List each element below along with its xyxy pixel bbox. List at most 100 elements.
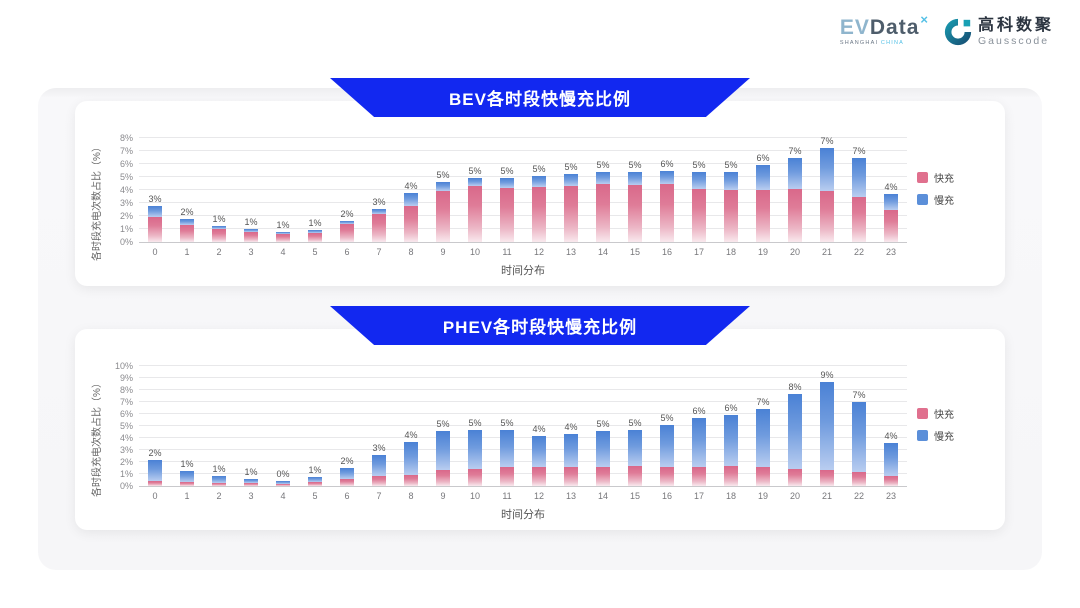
- y-tick-label: 2%: [119, 211, 133, 221]
- fast-charge-segment: [372, 476, 386, 486]
- bar-column: 4%: [555, 367, 587, 486]
- stacked-bar: [756, 408, 770, 486]
- x-axis-ticks: 0 1 2 3 4 5 6 7 8 9 10 11 12 13 14 15 16 17 18 19 20 21 22 23: [139, 491, 907, 501]
- bar-column: 3%: [139, 139, 171, 242]
- bar-value-label: 8%: [788, 381, 802, 392]
- fast-charge-segment: [596, 184, 610, 242]
- bar-column: 5%: [651, 367, 683, 486]
- bar-column: 5%: [523, 139, 555, 242]
- legend-item-slow-charge: 慢充: [917, 428, 989, 443]
- bar-value-label: 5%: [596, 160, 610, 171]
- fast-charge-segment: [212, 482, 226, 486]
- bar-value-label: 5%: [436, 170, 450, 181]
- fast-charge-segment: [340, 223, 354, 242]
- bar-value-label: 5%: [468, 417, 482, 428]
- gausscode-en: Gausscode: [977, 34, 1050, 47]
- bar-value-label: 5%: [532, 163, 546, 174]
- x-tick-label: 18: [725, 247, 736, 257]
- bar-value-label: 1%: [244, 216, 258, 227]
- plot-area: 3% 2% 1% 1% 1% 1% 2% 3% 4% 5% 5% 5% 5% 5% 5% 5% 6% 5% 5% 6%…: [120, 133, 907, 247]
- bar-column: 2%: [331, 367, 363, 486]
- gridline: [139, 449, 907, 450]
- x-tick-label: 5: [312, 247, 318, 257]
- y-tick-label: 6%: [119, 409, 133, 419]
- stacked-bar: [532, 435, 546, 486]
- stacked-bar: [372, 208, 386, 242]
- fast-charge-segment: [180, 482, 194, 486]
- gridline: [139, 401, 907, 402]
- fast-charge-segment: [820, 469, 834, 486]
- fast-charge-segment: [308, 482, 322, 486]
- stacked-bar: [500, 429, 514, 486]
- fast-charge-segment: [244, 483, 258, 486]
- bar-column: 1%: [299, 139, 331, 242]
- fast-charge-segment: [756, 467, 770, 486]
- stacked-bar: [564, 434, 578, 486]
- x-tick-label: 14: [597, 247, 608, 257]
- bar-value-label: 5%: [628, 418, 642, 429]
- slow-charge-segment: [500, 429, 514, 467]
- gridline: [139, 365, 907, 366]
- x-tick-label: 15: [629, 247, 640, 257]
- fast-charge-swatch: [917, 408, 928, 419]
- fast-charge-segment: [436, 469, 450, 486]
- x-tick-label: 10: [469, 491, 480, 501]
- legend-item-fast-charge: 快充: [917, 170, 989, 185]
- y-tick-label: 4%: [119, 433, 133, 443]
- bar-column: 5%: [459, 139, 491, 242]
- x-tick-label: 18: [725, 491, 736, 501]
- x-tick-label: 21: [821, 491, 832, 501]
- slow-charge-segment: [884, 442, 898, 477]
- bar-value-label: 5%: [692, 159, 706, 170]
- fast-charge-segment: [532, 466, 546, 486]
- bar-column: 5%: [587, 139, 619, 242]
- bar-value-label: 5%: [500, 417, 514, 428]
- y-tick-label: 3%: [119, 445, 133, 455]
- bar-column: 5%: [459, 367, 491, 486]
- stacked-bar: [340, 220, 354, 242]
- stacked-bar: [660, 170, 674, 242]
- gridline: [139, 137, 907, 138]
- fast-charge-segment: [884, 476, 898, 486]
- stacked-bar: [884, 442, 898, 486]
- stacked-bar: [212, 225, 226, 242]
- evdata-logo: EV Data × SHANGHAI CHINA: [839, 13, 929, 47]
- y-tick-label: 2%: [119, 457, 133, 467]
- bar-column: 7%: [811, 136, 843, 242]
- stacked-bar: [148, 460, 162, 486]
- slow-charge-segment: [564, 434, 578, 467]
- bev-chart: 各时段充电次数占比（%） 3% 2% 1% 1% 1% 1% 2% 3% 4% 5% 5% 5% 5% 5…: [85, 125, 989, 278]
- evdata-sub-right: CHINA: [880, 40, 905, 47]
- bar-value-label: 4%: [532, 423, 546, 434]
- phev-title-banner: PHEV各时段快慢充比例: [330, 306, 750, 345]
- fast-charge-segment: [276, 233, 290, 242]
- plot-wrap: 3% 2% 1% 1% 1% 1% 2% 3% 4% 5% 5% 5% 5% 5% 5% 5% 6% 5% 5% 6%…: [105, 125, 907, 278]
- legend-label: 快充: [934, 410, 954, 421]
- slow-charge-segment: [756, 165, 770, 190]
- bar-value-label: 7%: [788, 145, 802, 156]
- bar-column: 9%: [811, 367, 843, 486]
- bar-column: 1%: [235, 139, 267, 242]
- slow-charge-swatch: [917, 194, 928, 205]
- slow-charge-segment: [372, 455, 386, 477]
- y-tick-label: 5%: [119, 421, 133, 431]
- fast-charge-segment: [852, 196, 866, 242]
- slow-charge-segment: [468, 429, 482, 470]
- x-tick-label: 17: [693, 491, 704, 501]
- x-tick-label: 2: [216, 491, 222, 501]
- slow-charge-segment: [724, 415, 738, 467]
- page-header: EV Data × SHANGHAI CHINA 高科数聚 Gausscode: [0, 0, 1080, 64]
- stacked-bar: [276, 232, 290, 242]
- bar-column: 4%: [395, 367, 427, 486]
- fast-charge-segment: [500, 188, 514, 242]
- phev-chart: 各时段充电次数占比（%） 2% 1% 1% 1% 0% 1% 2% 3% 4% 5% 5% 5% 4% 4…: [85, 353, 989, 522]
- evdata-sub-left: SHANGHAI: [839, 40, 879, 47]
- slow-charge-segment: [852, 157, 866, 197]
- bar-value-label: 3%: [372, 196, 386, 207]
- x-tick-label: 10: [469, 247, 480, 257]
- slow-charge-segment: [404, 192, 418, 206]
- y-tick-label: 5%: [119, 172, 133, 182]
- y-axis-title: 各时段充电次数占比（%）: [91, 378, 103, 497]
- x-tick-label: 12: [533, 491, 544, 501]
- y-tick-label: 8%: [119, 133, 133, 143]
